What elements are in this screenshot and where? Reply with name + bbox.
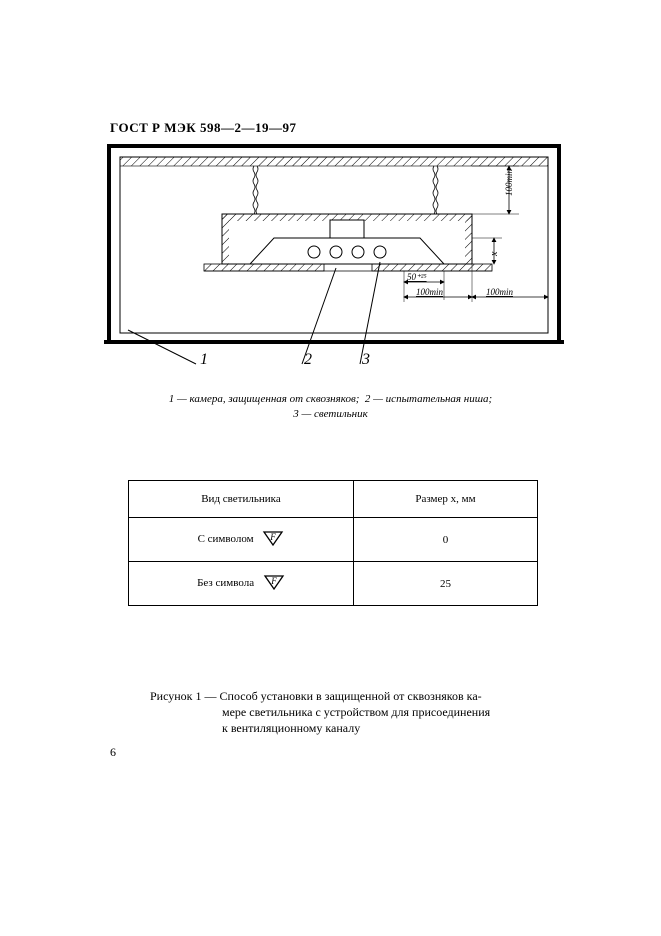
table-header-row: Вид светильника Размер x, мм — [129, 481, 538, 518]
page: ГОСТ Р МЭК 598—2—19—97 — [0, 0, 661, 936]
callout-1: 1 — [200, 351, 208, 367]
legend-line2: 3 — светильник — [293, 408, 368, 420]
chain-left-icon — [253, 166, 258, 214]
parameter-table: Вид светильника Размер x, мм С символом … — [128, 480, 538, 606]
figure-svg: 1 2 3 100min x 50⁺²⁵ 100min 100min — [104, 142, 564, 367]
caption-line3: к вентиляционному каналу — [150, 720, 520, 736]
dim-100min-2: 100min — [486, 287, 514, 297]
svg-text:F: F — [270, 576, 277, 586]
dim-100min-vert: 100min — [504, 169, 514, 197]
callout-2: 2 — [304, 351, 312, 367]
figure-legend: 1 — камера, защищенная от сквозняков; 2 … — [0, 392, 661, 423]
f-triangle-icon: F — [262, 530, 284, 549]
fixture-icon — [204, 214, 492, 271]
row2-label: Без символа — [197, 577, 254, 589]
col1-header: Вид светильника — [129, 481, 354, 518]
page-number: 6 — [110, 745, 116, 760]
callout-3: 3 — [361, 351, 370, 367]
row1-value: 0 — [353, 518, 537, 562]
table-row: Без символа F 25 — [129, 562, 538, 606]
figure: 1 2 3 100min x 50⁺²⁵ 100min 100min — [104, 142, 564, 367]
table-row: С символом F 0 — [129, 518, 538, 562]
legend-line1: 1 — камера, защищенная от сквозняков; 2 … — [169, 393, 492, 405]
dim-50: 50⁺²⁵ — [407, 272, 427, 282]
dim-x: x — [489, 251, 500, 257]
row2-value: 25 — [353, 562, 537, 606]
chain-right-icon — [433, 166, 438, 214]
figure-caption: Рисунок 1 — Способ установки в защищенно… — [150, 688, 520, 737]
col2-header: Размер x, мм — [353, 481, 537, 518]
caption-line2: мере светильника с устройством для присо… — [150, 704, 520, 720]
caption-line1: Рисунок 1 — Способ установки в защищенно… — [150, 688, 520, 704]
dim-100min-1: 100min — [416, 287, 444, 297]
doc-header: ГОСТ Р МЭК 598—2—19—97 — [110, 120, 296, 136]
f-triangle-icon: F — [263, 574, 285, 593]
row1-label: С символом — [198, 533, 254, 545]
svg-text:F: F — [270, 532, 277, 542]
